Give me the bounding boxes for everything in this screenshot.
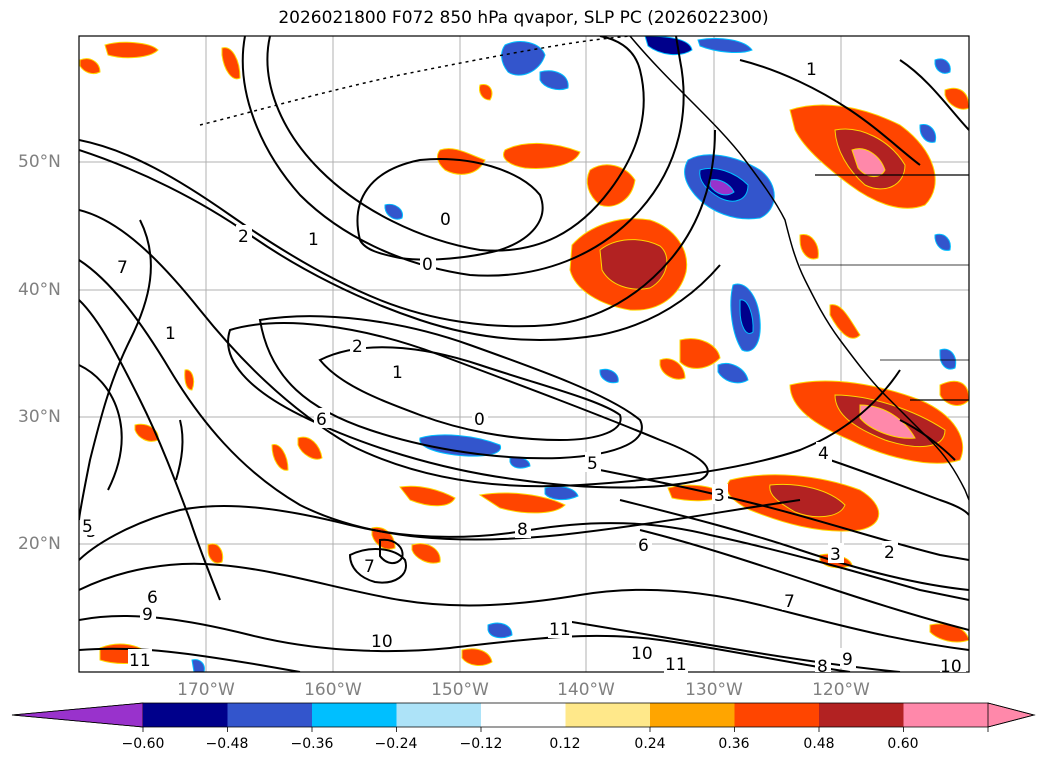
contour-label: 7 — [117, 258, 128, 278]
colorbar-tick-label: −0.48 — [205, 736, 249, 752]
colorbar-tick-label: 0.48 — [803, 736, 835, 752]
colorbar-tick-label: 0.60 — [887, 736, 919, 752]
contour-label: 3 — [830, 545, 841, 565]
lat-label: 30°N — [18, 407, 61, 427]
contour-labels: 0 0 1 2 1 2 1 0 7 6 5 8 6 7 6 5 4 3 2 — [82, 58, 966, 677]
contour-label: 6 — [316, 410, 327, 430]
colorbar-tick-label: −0.12 — [459, 736, 503, 752]
contour-label: 2 — [238, 227, 249, 247]
negative-anomaly-fills — [191, 36, 957, 672]
contour-label: 2 — [352, 337, 363, 357]
colorbar-tick-label: 0.12 — [549, 736, 581, 752]
colorbar-segment — [650, 703, 735, 727]
colorbar-tick-label: −0.60 — [121, 736, 165, 752]
colorbar-segment — [396, 703, 481, 727]
colorbar — [11, 702, 1036, 732]
lat-label: 20°N — [18, 534, 61, 554]
contour-5 — [79, 209, 901, 488]
contour-label: 10 — [371, 632, 393, 652]
contour-label: 6 — [638, 536, 649, 556]
contour-0-central — [318, 346, 622, 442]
colorbar-segment — [312, 703, 397, 727]
contour-label: 10 — [631, 644, 653, 664]
anomaly-negative-subtropical — [419, 434, 502, 457]
coastline — [199, 36, 969, 501]
colorbar-tick-label: 0.36 — [718, 736, 750, 752]
lon-label: 150°W — [431, 680, 489, 700]
colorbar-tick-label: 0.24 — [634, 736, 666, 752]
contour-label: 8 — [517, 520, 528, 540]
contour-2-west — [79, 129, 716, 328]
contour-label: 1 — [392, 363, 403, 383]
contour-label: 11 — [129, 651, 151, 671]
contour-7-west — [79, 299, 221, 601]
contour-label: 9 — [842, 650, 853, 670]
contour-label: 7 — [784, 592, 795, 612]
colorbar-segment — [734, 703, 819, 727]
contour-label: 3 — [714, 486, 725, 506]
slp-contours — [79, 36, 969, 672]
colorbar-tick-label: −0.36 — [290, 736, 334, 752]
contour-label: 0 — [422, 255, 433, 275]
contour-label: 2 — [884, 543, 895, 563]
colorbar-segment — [143, 703, 228, 727]
contour-label: 1 — [308, 230, 319, 250]
contour-label: 1 — [806, 60, 817, 80]
colorbar-extend-min — [11, 702, 144, 728]
contour-label: 6 — [147, 588, 158, 608]
contour-label: 5 — [587, 454, 598, 474]
contour-label: 4 — [818, 444, 829, 464]
contour-label: 1 — [165, 324, 176, 344]
lon-label: 160°W — [304, 680, 362, 700]
lat-label: 50°N — [18, 152, 61, 172]
contour-label: 5 — [82, 517, 93, 537]
contour-label: 10 — [940, 657, 962, 677]
contour-label: 0 — [474, 410, 485, 430]
positive-anomaly-fills — [79, 41, 969, 666]
contour-label: 7 — [364, 557, 375, 577]
lon-label: 140°W — [557, 680, 615, 700]
colorbar-segment — [481, 703, 566, 727]
contour-label: 11 — [549, 620, 571, 640]
lon-label: 170°W — [177, 680, 235, 700]
colorbar-segment — [227, 703, 312, 727]
map-title: 2026021800 F072 850 hPa qvapor, SLP PC (… — [278, 8, 769, 28]
contour-label: 0 — [440, 210, 451, 230]
colorbar-tick-label: −0.24 — [374, 736, 418, 752]
lon-label: 130°W — [685, 680, 743, 700]
contour-label: 11 — [665, 655, 687, 675]
colorbar-extend-max — [987, 702, 1036, 728]
contour-label: 8 — [817, 657, 828, 677]
contour-8 — [79, 504, 969, 601]
colorbar-segment — [565, 703, 650, 727]
colorbar-segment — [903, 703, 988, 727]
lon-label: 120°W — [812, 680, 870, 700]
map-frame — [78, 35, 970, 673]
colorbar-segment — [819, 703, 904, 727]
lat-label: 40°N — [18, 280, 61, 300]
contour-label: 9 — [142, 605, 153, 625]
